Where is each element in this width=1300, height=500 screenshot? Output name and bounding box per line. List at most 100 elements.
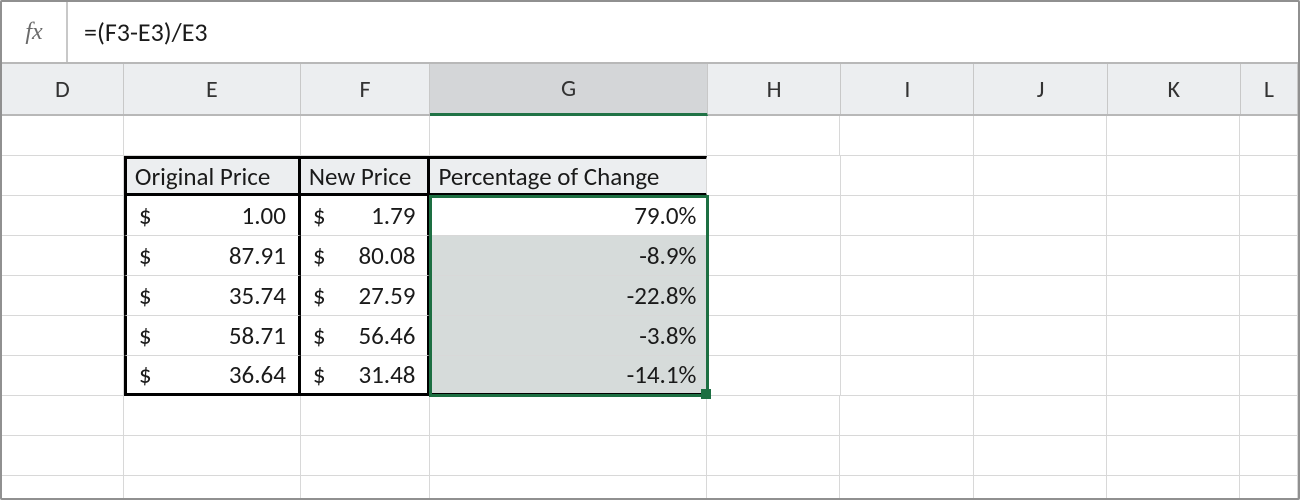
price-cell[interactable]: $31.48 (301, 356, 431, 396)
column-header-L[interactable]: L (1241, 64, 1298, 114)
column-header-J[interactable]: J (974, 64, 1107, 114)
price-cell[interactable]: $35.74 (124, 276, 301, 316)
cell[interactable] (841, 236, 974, 276)
cell[interactable] (1107, 316, 1240, 356)
cell[interactable] (1107, 156, 1240, 196)
cell[interactable] (974, 116, 1107, 156)
cell[interactable] (1240, 396, 1298, 436)
cell[interactable] (124, 116, 301, 156)
cell[interactable] (430, 396, 707, 436)
cell[interactable] (1107, 116, 1240, 156)
cell[interactable] (2, 476, 124, 498)
header-cell-F[interactable]: New Price (301, 156, 431, 196)
cell[interactable] (124, 436, 301, 476)
cell[interactable] (707, 156, 840, 196)
column-header-D[interactable]: D (2, 64, 124, 114)
price-cell[interactable]: $27.59 (301, 276, 431, 316)
cell[interactable] (974, 276, 1107, 316)
cell[interactable] (841, 156, 974, 196)
cell[interactable] (841, 196, 974, 236)
cell[interactable] (840, 396, 973, 436)
percentage-cell[interactable]: -22.8% (430, 276, 707, 316)
cell[interactable] (974, 156, 1107, 196)
cell[interactable] (1107, 396, 1240, 436)
cell-grid[interactable]: Original PriceNew PricePercentage of Cha… (2, 116, 1298, 498)
cell[interactable] (1107, 276, 1240, 316)
cell[interactable] (707, 396, 840, 436)
price-cell[interactable]: $1.79 (301, 196, 431, 236)
cell[interactable] (840, 436, 973, 476)
cell[interactable] (974, 316, 1107, 356)
cell[interactable] (974, 476, 1107, 498)
cell[interactable] (974, 196, 1107, 236)
cell[interactable] (124, 476, 301, 498)
formula-input[interactable]: =(F3-E3)/E3 (68, 2, 1298, 62)
cell[interactable] (1240, 476, 1298, 498)
cell[interactable] (2, 356, 124, 396)
percentage-cell[interactable]: -14.1% (430, 356, 707, 396)
cell[interactable] (707, 356, 840, 396)
cell[interactable] (301, 396, 431, 436)
cell[interactable] (974, 236, 1107, 276)
cell[interactable] (430, 476, 707, 498)
price-cell[interactable]: $87.91 (124, 236, 301, 276)
column-header-K[interactable]: K (1108, 64, 1241, 114)
cell[interactable] (707, 116, 840, 156)
cell[interactable] (974, 396, 1107, 436)
cell[interactable] (841, 316, 974, 356)
column-header-E[interactable]: E (124, 64, 301, 114)
percentage-cell[interactable]: -3.8% (430, 316, 707, 356)
cell[interactable] (2, 436, 124, 476)
header-cell-E[interactable]: Original Price (124, 156, 301, 196)
cell[interactable] (1107, 356, 1240, 396)
insert-function-button[interactable]: fx (2, 2, 68, 62)
percentage-cell[interactable]: -8.9% (430, 236, 707, 276)
cell[interactable] (1107, 236, 1240, 276)
cell[interactable] (1240, 196, 1298, 236)
cell[interactable] (2, 316, 124, 356)
worksheet[interactable]: DEFGHIJKL Original PriceNew PricePercent… (2, 64, 1298, 498)
cell[interactable] (1240, 316, 1298, 356)
cell[interactable] (1240, 276, 1298, 316)
price-cell[interactable]: $1.00 (124, 196, 301, 236)
price-cell[interactable]: $80.08 (301, 236, 431, 276)
cell[interactable] (1107, 476, 1240, 498)
cell[interactable] (124, 396, 301, 436)
cell[interactable] (2, 236, 124, 276)
cell[interactable] (1240, 116, 1298, 156)
cell[interactable] (707, 476, 840, 498)
cell[interactable] (1240, 436, 1298, 476)
cell[interactable] (301, 436, 431, 476)
cell[interactable] (301, 116, 431, 156)
price-cell[interactable]: $36.64 (124, 356, 301, 396)
percentage-cell[interactable]: 79.0% (430, 196, 707, 236)
cell[interactable] (707, 316, 840, 356)
column-header-F[interactable]: F (301, 64, 430, 114)
cell[interactable] (841, 356, 974, 396)
cell[interactable] (2, 116, 124, 156)
cell[interactable] (1240, 236, 1298, 276)
cell[interactable] (1240, 356, 1298, 396)
cell[interactable] (301, 476, 431, 498)
cell[interactable] (430, 116, 707, 156)
cell[interactable] (2, 156, 124, 196)
cell[interactable] (841, 276, 974, 316)
cell[interactable] (707, 196, 840, 236)
cell[interactable] (840, 476, 973, 498)
cell[interactable] (707, 276, 840, 316)
cell[interactable] (2, 196, 124, 236)
cell[interactable] (974, 356, 1107, 396)
cell[interactable] (1107, 196, 1240, 236)
cell[interactable] (840, 116, 973, 156)
cell[interactable] (2, 276, 124, 316)
column-header-G[interactable]: G (430, 64, 708, 116)
cell[interactable] (707, 236, 840, 276)
cell[interactable] (2, 396, 124, 436)
column-header-I[interactable]: I (841, 64, 974, 114)
cell[interactable] (1107, 436, 1240, 476)
price-cell[interactable]: $56.46 (301, 316, 431, 356)
header-cell-G[interactable]: Percentage of Change (430, 156, 707, 196)
price-cell[interactable]: $58.71 (124, 316, 301, 356)
cell[interactable] (430, 436, 707, 476)
column-header-H[interactable]: H (708, 64, 841, 114)
